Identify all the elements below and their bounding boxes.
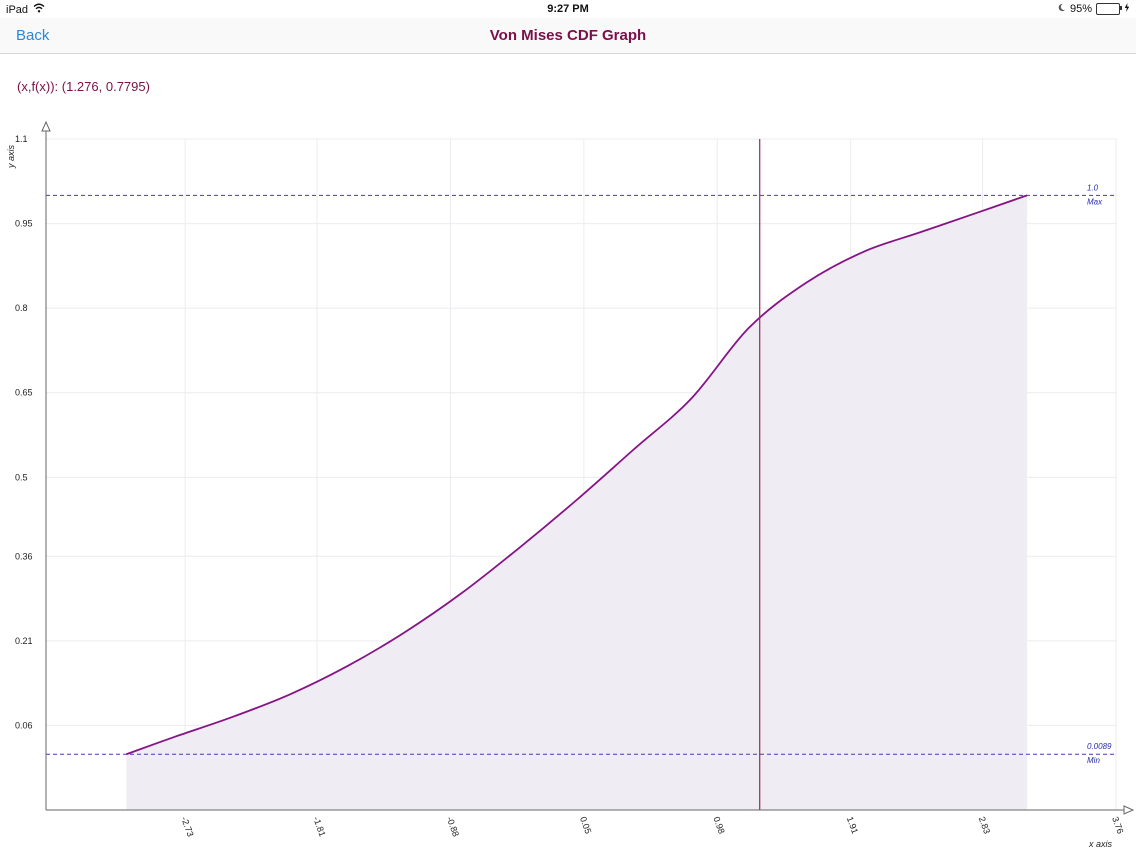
cdf-curve [126, 194, 1028, 756]
navigation-bar: Back Von Mises CDF Graph [0, 18, 1136, 54]
x-tick-label: -2.73 [179, 815, 195, 838]
cdf-area-fill [126, 195, 1028, 811]
status-bar: iPad 9:27 PM 95% [0, 0, 1136, 18]
battery-icon [1096, 3, 1122, 15]
wifi-icon [33, 3, 45, 16]
x-tick-label: 0.05 [578, 815, 593, 835]
status-time: 9:27 PM [547, 3, 589, 15]
y-tick-label: 0.36 [15, 551, 33, 561]
y-axis-arrow-icon [41, 120, 51, 132]
x-axis-arrow-icon [1123, 805, 1135, 815]
y-tick-label: 0.21 [15, 636, 33, 646]
y-axis-title: y axis [6, 144, 16, 169]
x-tick-label: -0.88 [445, 815, 461, 838]
reference-value-min: 0.0089 [1087, 742, 1112, 751]
y-tick-label: 1.1 [15, 134, 28, 144]
back-button[interactable]: Back [16, 27, 50, 44]
page-title: Von Mises CDF Graph [489, 27, 647, 44]
battery-percent: 95% [1069, 3, 1092, 15]
cdf-chart[interactable]: 1.0 Max 0.0089 Min 0.06 0.21 0.36 0.5 0.65 0.8 0.… [0, 120, 1136, 852]
charging-bolt-icon [1124, 3, 1130, 15]
x-axis-title: x axis [1088, 839, 1113, 849]
y-tick-label: 0.95 [15, 219, 33, 229]
x-tick-label: -1.81 [311, 815, 327, 838]
reference-label-max: Max [1087, 197, 1103, 206]
status-left: iPad [6, 3, 45, 16]
x-tick-label: 2.83 [977, 815, 992, 835]
reference-label-min: Min [1087, 756, 1100, 765]
coordinate-readout: (x,f(x)): (1.276, 0.7795) [17, 79, 150, 94]
chart-axes [41, 120, 1135, 815]
moon-icon [1057, 3, 1066, 15]
y-tick-label: 0.06 [15, 720, 33, 730]
reference-lines: 1.0 Max 0.0089 Min [46, 183, 1116, 765]
device-label: iPad [6, 3, 29, 16]
x-tick-label: 0.98 [711, 815, 726, 835]
y-tick-label: 0.5 [15, 472, 28, 482]
status-right: 95% [1057, 3, 1130, 15]
reference-value-max: 1.0 [1087, 183, 1099, 192]
y-tick-label: 0.8 [15, 303, 28, 313]
y-tick-label: 0.65 [15, 388, 33, 398]
x-tick-label: 1.91 [845, 815, 860, 835]
x-tick-label: 3.76 [1110, 815, 1125, 835]
